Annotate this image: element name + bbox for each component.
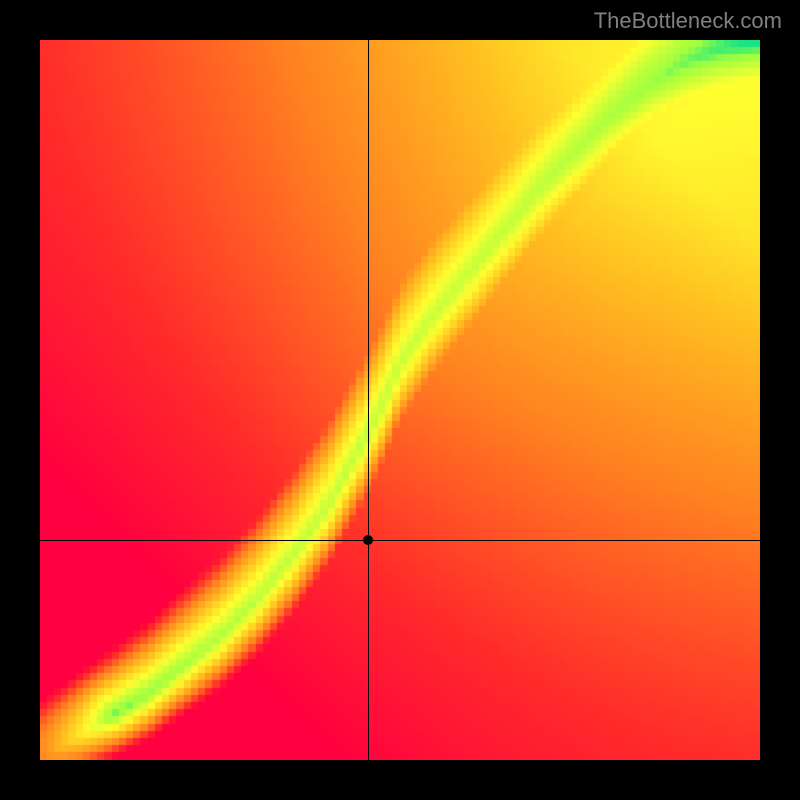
heatmap-canvas <box>40 40 760 760</box>
crosshair-horizontal <box>40 540 760 541</box>
crosshair-vertical <box>368 40 369 760</box>
marker-dot <box>363 535 373 545</box>
watermark-text: TheBottleneck.com <box>594 8 782 34</box>
heatmap-plot <box>40 40 760 760</box>
